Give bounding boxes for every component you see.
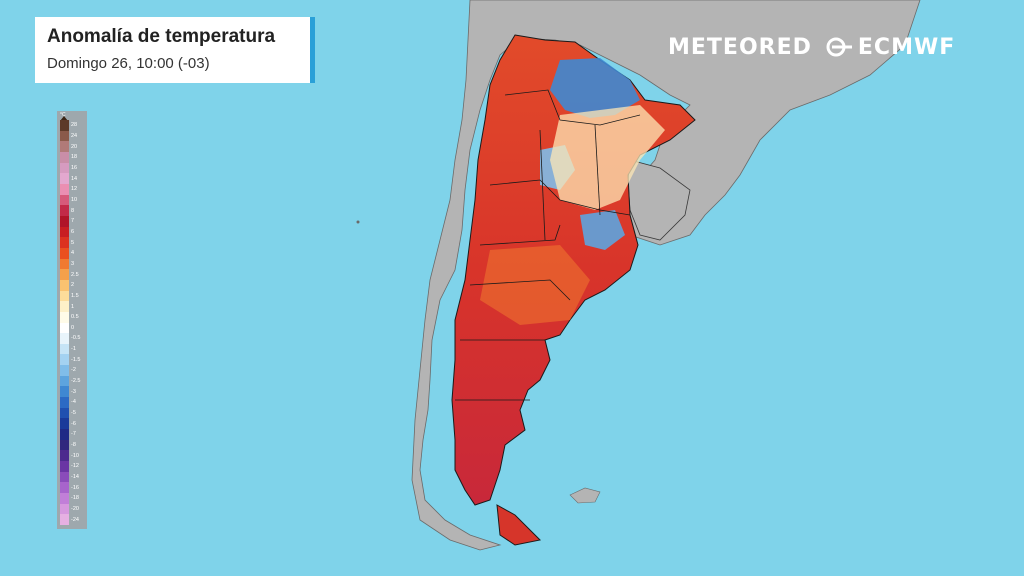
legend-tick-label: 7: [71, 218, 75, 225]
legend-tick-label: 2: [71, 282, 75, 289]
legend-swatch: [60, 120, 69, 132]
legend-swatch: [60, 450, 69, 462]
legend-tick-label: 12: [71, 186, 78, 193]
legend-tick-label: -14: [71, 474, 79, 481]
legend-swatch: [60, 130, 69, 142]
legend-swatch: [60, 397, 69, 409]
ecmwf-text: ECMWF: [857, 34, 956, 60]
legend-swatch: [60, 503, 69, 515]
legend-swatch: [60, 429, 69, 441]
legend-swatch: [60, 162, 69, 174]
legend-swatch: [60, 173, 69, 185]
ecmwf-mark-icon: [826, 37, 852, 57]
legend-tick-label: -1.5: [71, 356, 81, 363]
legend-unit: °C: [60, 112, 66, 118]
legend-swatch: [60, 375, 69, 387]
legend-tick-label: 1.5: [71, 292, 79, 299]
legend-swatch: [60, 514, 69, 526]
scale-max-arrow-icon: [60, 116, 68, 121]
map-timestamp: Domingo 26, 10:00 (-03): [47, 55, 210, 72]
map-title: Anomalía de temperatura: [47, 26, 276, 47]
legend-swatch: [60, 258, 69, 270]
legend-tick-label: 24: [71, 132, 78, 139]
legend-color-bar: [60, 120, 69, 526]
title-box: Anomalía de temperatura Domingo 26, 10:0…: [35, 17, 315, 83]
provider-logos: METEORED ECMWF: [668, 34, 955, 60]
legend-tick-label: 16: [71, 164, 78, 171]
legend-swatch: [60, 493, 69, 505]
legend-tick-label: -16: [71, 484, 79, 491]
legend-tick-label: 1: [71, 303, 75, 310]
legend-tick-label: -2: [71, 367, 76, 374]
legend-tick-label: 14: [71, 175, 78, 182]
legend-tick-label: -4: [71, 399, 76, 406]
legend-tick-label: 28: [71, 122, 78, 129]
cool-anomaly-north: [550, 58, 640, 118]
legend-swatch: [60, 354, 69, 366]
legend-swatch: [60, 311, 69, 323]
ecmwf-logo: ECMWF: [826, 35, 955, 60]
legend-swatch: [60, 194, 69, 206]
legend-swatch: [60, 237, 69, 249]
legend-tick-label: 10: [71, 196, 78, 203]
legend-swatch: [60, 439, 69, 451]
legend-tick-label: -5: [71, 410, 76, 417]
legend-swatch: [60, 141, 69, 153]
legend-swatch: [60, 290, 69, 302]
falkland-islands: [569, 487, 601, 504]
legend-tick-label: -12: [71, 463, 79, 470]
legend-tick-label: -0.5: [71, 335, 81, 342]
legend-ticks: 28 24 20 18 16 14 12 10 8 7 6 5 4 3 2.5 2 1.5 1 0.5 0 -0.5 -1…: [71, 120, 86, 525]
legend-swatch: [60, 365, 69, 377]
legend-swatch: [60, 151, 69, 164]
legend-swatch: [60, 205, 69, 217]
legend-swatch: [60, 482, 69, 494]
legend-tick-label: -3: [71, 388, 76, 395]
legend-swatch: [60, 215, 69, 228]
legend-tick-label: 2.5: [71, 271, 79, 278]
legend-swatch: [60, 386, 69, 398]
meteored-logo: METEORED: [668, 34, 812, 60]
legend-tick-label: 3: [71, 260, 75, 267]
legend-swatch: [60, 343, 69, 355]
legend-tick-label: -1: [71, 346, 76, 353]
legend-swatch: [60, 301, 69, 313]
warm-centre: [480, 245, 590, 325]
island: [356, 220, 360, 224]
legend-tick-label: -10: [71, 452, 79, 459]
legend-swatch: [60, 471, 69, 483]
legend-swatch: [60, 322, 69, 334]
legend-tick-label: -6: [71, 420, 76, 427]
legend-swatch: [60, 461, 69, 473]
cool-anomaly-east: [580, 210, 625, 250]
legend-tick-label: -20: [71, 506, 79, 512]
legend-tick-label: 8: [71, 207, 75, 214]
legend-swatch: [60, 407, 69, 419]
tierra-del-fuego: [496, 504, 542, 546]
neighbor-land: [411, 0, 921, 551]
legend-tick-label: 0.5: [71, 314, 79, 321]
legend-swatch: [60, 269, 69, 281]
legend-swatch: [60, 247, 69, 260]
legend-tick-label: 20: [71, 143, 78, 150]
legend-tick-label: 18: [71, 154, 78, 161]
legend-tick-label: -8: [71, 442, 76, 449]
legend-swatch: [60, 418, 69, 430]
legend-tick-label: -2.5: [71, 378, 81, 385]
color-scale-legend: °C 28 24 20 18 16 14 12 10 8 7 6 5 4 3 2.5 2 1.5 1 0.5 0 -0.…: [57, 111, 87, 529]
legend-tick-label: -24: [71, 516, 79, 523]
legend-tick-label: 0: [71, 324, 75, 331]
legend-swatch: [60, 226, 69, 238]
legend-tick-label: 5: [71, 239, 75, 246]
legend-tick-label: 6: [71, 228, 75, 235]
legend-swatch: [60, 279, 69, 292]
legend-tick-label: 4: [71, 250, 75, 257]
legend-tick-label: -18: [71, 495, 79, 502]
legend-swatch: [60, 183, 69, 196]
neutral-band: [550, 105, 665, 210]
province-borders: [455, 89, 641, 401]
legend-tick-label: -7: [71, 431, 76, 438]
legend-swatch: [60, 333, 69, 345]
